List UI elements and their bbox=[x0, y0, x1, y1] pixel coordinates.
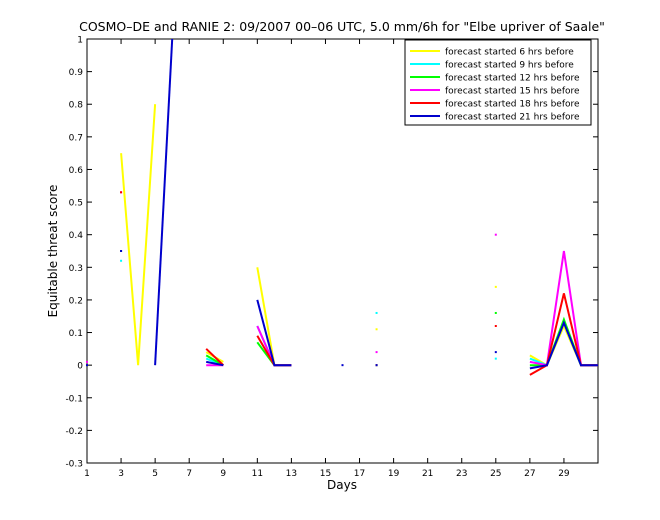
series-line bbox=[206, 360, 224, 367]
series-line bbox=[120, 104, 157, 366]
x-tick-label: 9 bbox=[220, 469, 226, 479]
x-tick-label: 21 bbox=[422, 469, 433, 479]
y-axis-label: Equitable threat score bbox=[46, 185, 60, 318]
x-tick-label: 13 bbox=[286, 469, 297, 479]
y-tick-label: 0.3 bbox=[69, 264, 83, 274]
series-layer bbox=[86, 38, 598, 376]
legend-label: forecast started 21 hrs before bbox=[445, 113, 580, 123]
x-axis: 1 3 5 7 9 11 13 15 17 19 21 23 25 27 29 bbox=[84, 39, 570, 479]
x-tick-label: 15 bbox=[320, 469, 331, 479]
y-tick-label: 0 bbox=[77, 362, 83, 372]
y-tick-label: 0.2 bbox=[69, 296, 83, 306]
y-tick-label: -0.1 bbox=[65, 394, 83, 404]
y-tick-label: 0.4 bbox=[69, 231, 84, 241]
y-tick-label: 0.9 bbox=[69, 68, 84, 78]
series-line bbox=[256, 299, 292, 367]
y-tick-label: -0.2 bbox=[65, 427, 83, 437]
legend-label: forecast started 6 hrs before bbox=[445, 48, 574, 58]
x-tick-label: 5 bbox=[152, 469, 158, 479]
x-tick-label: 25 bbox=[490, 469, 501, 479]
legend-box bbox=[404, 39, 592, 126]
y-tick-label: 1 bbox=[77, 36, 83, 46]
x-tick-label: 19 bbox=[388, 469, 400, 479]
series-line bbox=[529, 320, 598, 370]
x-tick-label: 29 bbox=[558, 469, 570, 479]
y-tick-label: 0.8 bbox=[69, 101, 84, 111]
x-tick-label: 23 bbox=[456, 469, 467, 479]
legend-label: forecast started 15 hrs before bbox=[445, 87, 580, 97]
y-tick-label: 0.5 bbox=[69, 199, 83, 209]
legend: forecast started 6 hrs before forecast st… bbox=[404, 39, 592, 126]
legend-label: forecast started 9 hrs before bbox=[445, 61, 574, 71]
y-tick-label: 0.7 bbox=[69, 133, 83, 143]
y-tick-label: -0.3 bbox=[65, 460, 83, 470]
series-6 bbox=[86, 38, 598, 370]
series-line bbox=[154, 38, 174, 366]
x-tick-label: 1 bbox=[84, 469, 90, 479]
x-tick-label: 11 bbox=[252, 469, 263, 479]
x-tick-label: 3 bbox=[118, 469, 124, 479]
series-line bbox=[205, 348, 224, 366]
legend-label: forecast started 12 hrs before bbox=[445, 74, 580, 84]
x-tick-label: 17 bbox=[354, 469, 365, 479]
legend-label: forecast started 18 hrs before bbox=[445, 100, 580, 110]
chart-title: COSMO–DE and RANIE 2: 09/2007 00–06 UTC,… bbox=[79, 19, 605, 34]
x-axis-label: Days bbox=[327, 478, 357, 492]
x-tick-label: 7 bbox=[186, 469, 192, 479]
y-tick-label: 0.1 bbox=[69, 329, 83, 339]
y-tick-label: 0.6 bbox=[69, 166, 84, 176]
x-tick-label: 27 bbox=[524, 469, 535, 479]
